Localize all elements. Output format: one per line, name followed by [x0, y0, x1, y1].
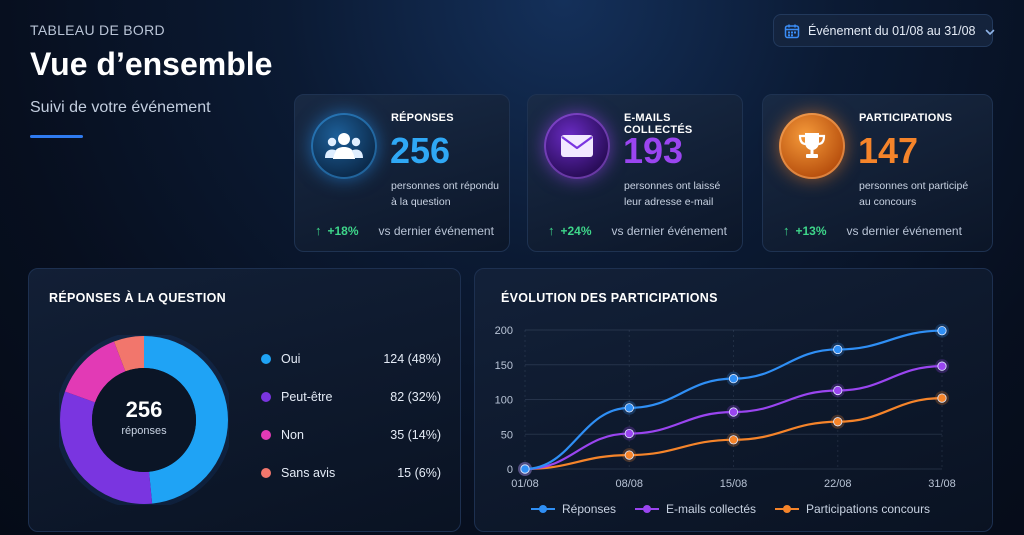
kpi-label: PARTICIPATIONS [859, 112, 953, 124]
donut-slice-peut-tre [60, 336, 228, 504]
kpi-compare: vs dernier événement [846, 223, 962, 238]
y-tick-label: 100 [495, 395, 513, 407]
legend-item-sans-avis: Sans avis 15 (6%) [261, 463, 441, 483]
legend-line-marker [635, 505, 659, 513]
legend-dot [261, 468, 271, 478]
data-point[interactable] [624, 403, 634, 413]
kpi-value: 256 [390, 130, 451, 171]
legend-dot [261, 430, 271, 440]
legend-value: 82 (32%) [390, 390, 441, 404]
date-filter-label: Événement du 01/08 au 31/08 [808, 23, 976, 38]
dashboard-eyebrow: TABLEAU DE BORD [30, 22, 165, 38]
data-point[interactable] [937, 326, 947, 336]
data-point[interactable] [833, 385, 843, 396]
legend-label: E-mails collectés [666, 502, 757, 516]
participations-panel: ÉVOLUTION DES PARTICIPATIONS 0 50 100 150 20… [474, 268, 993, 532]
title-underline [30, 135, 83, 138]
legend-label: Réponses [562, 502, 617, 516]
users-icon [311, 113, 377, 179]
legend-label: Participations concours [806, 502, 931, 516]
legend-value: 124 (48%) [383, 352, 441, 366]
data-point[interactable] [520, 464, 530, 474]
donut-total-value: 256 [125, 397, 163, 422]
x-tick-label: 22/08 [824, 478, 852, 490]
calendar-icon [784, 23, 800, 39]
legend-toggle-reponses[interactable]: Réponses [531, 502, 616, 516]
arrow-up-icon: ↑ [783, 223, 790, 238]
legend-label: Non [281, 428, 304, 442]
kpi-value: 147 [858, 130, 919, 171]
data-point[interactable] [624, 428, 634, 439]
legend-line-marker [775, 505, 799, 513]
kpi-trend: ↑ +24% vs dernier événement [548, 223, 727, 238]
kpi-delta: +18% [327, 223, 359, 238]
y-tick-label: 50 [501, 429, 513, 441]
kpi-description: personnes ont répondu à la question [391, 180, 499, 208]
data-point[interactable] [728, 435, 739, 445]
data-point[interactable] [728, 374, 739, 384]
legend-line-marker [531, 505, 555, 513]
kpi-label: E-MAILS COLLECTÉS [624, 112, 693, 136]
kpi-description: personnes ont laissé leur adresse e-mail [624, 180, 721, 208]
x-tick-label: 01/08 [511, 478, 539, 490]
x-tick-label: 15/08 [720, 478, 748, 490]
legend-value: 35 (14%) [390, 428, 441, 442]
x-tick-label: 31/08 [928, 478, 956, 490]
kpi-delta: +24% [560, 223, 592, 238]
data-point[interactable] [624, 450, 634, 460]
kpi-compare: vs dernier événement [378, 223, 494, 238]
trophy-icon [779, 113, 845, 179]
legend-item-peut-etre: Peut-être 82 (32%) [261, 387, 441, 407]
kpi-compare: vs dernier événement [611, 223, 727, 238]
legend-toggle-participations[interactable]: Participations concours [775, 502, 930, 516]
data-point[interactable] [833, 344, 843, 355]
envelope-icon [544, 113, 610, 179]
legend-dot [261, 392, 271, 402]
chart-title: ÉVOLUTION DES PARTICIPATIONS [501, 291, 718, 305]
page-subtitle: Suivi de votre événement [30, 99, 211, 116]
arrow-up-icon: ↑ [548, 223, 555, 238]
data-point[interactable] [728, 407, 739, 417]
donut-total-label: réponses [121, 425, 167, 437]
kpi-delta: +13% [795, 223, 827, 238]
chevron-down-icon [984, 25, 996, 37]
y-tick-label: 200 [495, 325, 513, 337]
kpi-card-participations: PARTICIPATIONS 147 personnes ont partici… [762, 94, 993, 252]
kpi-card-emails: E-MAILS COLLECTÉS 193 personnes ont lais… [527, 94, 743, 252]
kpi-label: RÉPONSES [391, 112, 454, 124]
kpi-value: 193 [623, 130, 684, 171]
x-tick-label: 08/08 [615, 478, 643, 490]
kpi-description: personnes ont participé au concours [859, 180, 969, 208]
participations-line-chart: 0 50 100 150 200 01/08 08/08 15/08 22/08 31/08 [495, 323, 956, 490]
legend-label: Peut-être [281, 390, 333, 404]
y-tick-label: 150 [495, 360, 513, 372]
legend-label: Oui [281, 352, 301, 366]
answers-donut-chart: 256 réponses [55, 331, 233, 509]
kpi-card-responses: RÉPONSES 256 personnes ont répondu à la q… [294, 94, 510, 252]
legend-label: Sans avis [281, 466, 336, 480]
donut-slice-sans-avis [60, 336, 228, 504]
legend-toggle-emails[interactable]: E-mails collectés [635, 502, 756, 516]
legend-item-non: Non 35 (14%) [261, 425, 441, 445]
y-tick-label: 0 [507, 464, 513, 476]
kpi-trend: ↑ +18% vs dernier événement [315, 223, 494, 238]
date-filter-dropdown[interactable]: Événement du 01/08 au 31/08 [773, 14, 996, 47]
data-point[interactable] [937, 361, 947, 371]
panel-title: RÉPONSES À LA QUESTION [49, 291, 226, 305]
data-point[interactable] [937, 393, 947, 403]
legend-item-oui: Oui 124 (48%) [261, 349, 441, 369]
arrow-up-icon: ↑ [315, 223, 322, 238]
legend-value: 15 (6%) [397, 466, 441, 480]
kpi-trend: ↑ +13% vs dernier événement [783, 223, 962, 238]
answers-panel: RÉPONSES À LA QUESTION 256 réponses Oui … [28, 268, 461, 532]
data-point[interactable] [833, 417, 843, 427]
legend-dot [261, 354, 271, 364]
page-title: Vue d’ensemble [30, 46, 273, 82]
